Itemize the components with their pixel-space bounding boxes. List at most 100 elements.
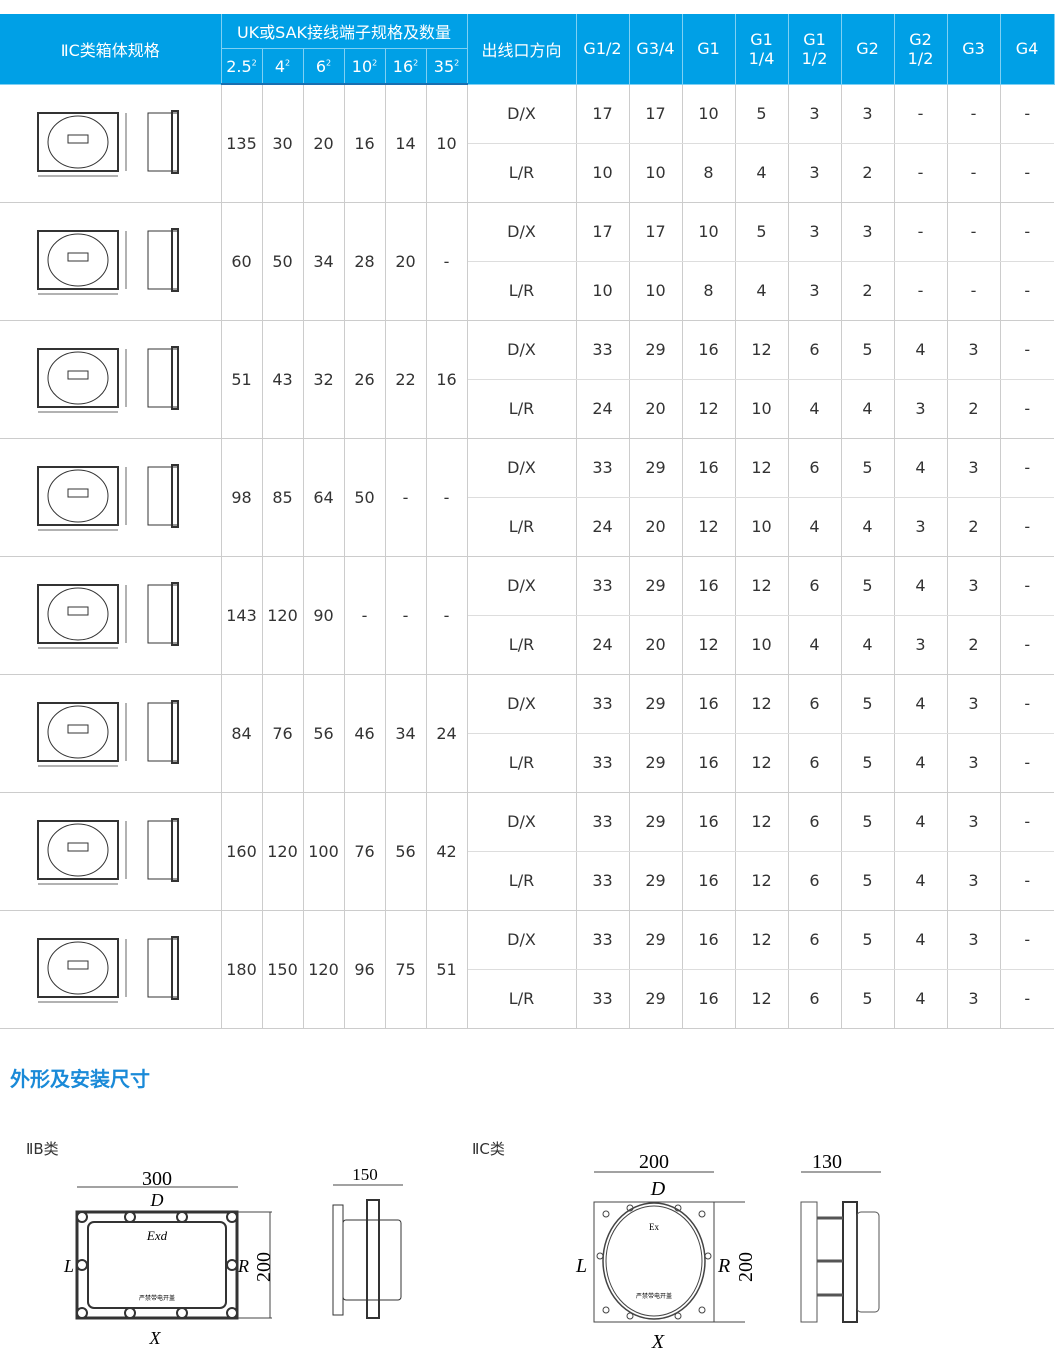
thread-count: 5 <box>841 910 895 970</box>
terminal-count: 26 <box>344 320 386 439</box>
superscript-2: 2 <box>413 58 419 68</box>
iic-mark: Ex <box>649 1222 659 1232</box>
thread-count: 4 <box>841 379 895 439</box>
header-thread: G3/4 <box>629 14 683 85</box>
thread-count: 4 <box>841 615 895 675</box>
iib-warning: 严禁带电开盖 <box>139 1294 175 1302</box>
terminal-count: 150 <box>262 910 304 1029</box>
thread-count: 3 <box>841 84 895 144</box>
thread-count: - <box>1000 143 1054 203</box>
terminal-count: 120 <box>262 792 304 911</box>
table-row: 51 43 32 26 22 16 D/X 33 29 16 12 6 5 4 3- <box>0 320 1054 439</box>
thread-count: - <box>1000 733 1054 793</box>
iic-depth: 130 <box>812 1151 842 1173</box>
thread-count: 10 <box>682 202 736 262</box>
thread-count: 10 <box>629 261 683 321</box>
thread-count: 16 <box>682 733 736 793</box>
table-row: 143 120 90- - - D/X 33 29 16 12 6 5 4 3- <box>0 556 1054 675</box>
direction-label: L/R <box>467 379 577 439</box>
thread-count: 4 <box>735 261 789 321</box>
thread-count: 16 <box>682 851 736 911</box>
terminal-count: 120 <box>303 910 345 1029</box>
terminal-count: 98 <box>221 438 263 557</box>
terminal-count: 16 <box>426 320 468 439</box>
box-thumbnail <box>0 202 222 321</box>
terminal-count: 20 <box>385 202 427 321</box>
thread-count: 12 <box>735 910 789 970</box>
thread-count: - <box>1000 851 1054 911</box>
thread-count: 6 <box>788 851 842 911</box>
terminal-count: - <box>426 438 468 557</box>
thread-count: 10 <box>576 261 630 321</box>
thread-count: 2 <box>947 497 1001 557</box>
thread-count: 3 <box>947 320 1001 380</box>
terminal-count: 60 <box>221 202 263 321</box>
thread-count: 12 <box>735 851 789 911</box>
thread-count: 17 <box>629 84 683 144</box>
thread-count: 16 <box>682 438 736 498</box>
section-title: 外形及安装尺寸 <box>10 1067 150 1091</box>
thread-count: 12 <box>682 615 736 675</box>
thread-count: 3 <box>947 792 1001 852</box>
thread-count: 33 <box>576 792 630 852</box>
direction-label: D/X <box>467 438 577 498</box>
header-thread: G2 <box>841 14 895 85</box>
terminal-count: 100 <box>303 792 345 911</box>
thread-count: - <box>1000 497 1054 557</box>
thread-count: 16 <box>682 320 736 380</box>
thread-count: 6 <box>788 733 842 793</box>
table-row: 60 50 34 28 20- D/X 17 17 10 5 3 3- - - <box>0 202 1054 321</box>
thread-count: 12 <box>735 792 789 852</box>
box-drawing-icon <box>37 582 180 649</box>
terminal-count: 43 <box>262 320 304 439</box>
spec-table: ⅡC类箱体规格 UK或SAK接线端子规格及数量 出线口方向 G1/2 G3/4 G1 G1 … <box>0 14 1055 1029</box>
size-label: 35 <box>433 56 455 76</box>
terminal-count: - <box>385 556 427 675</box>
header-thread: G1 <box>682 14 736 85</box>
thread-count: 3 <box>947 733 1001 793</box>
table-row: L/R 10 10 8 4 3 2- - - <box>0 261 1054 321</box>
thread-count: 10 <box>576 143 630 203</box>
superscript-2: 2 <box>372 58 378 68</box>
table-row: 180 150 120 96 75 51 D/X 33 29 16 12 6 5 4 3- <box>0 910 1054 1029</box>
thread-count: - <box>947 202 1001 262</box>
superscript-2: 2 <box>251 58 257 68</box>
thread-count: 12 <box>735 438 789 498</box>
terminal-count: 50 <box>344 438 386 557</box>
direction-label: D/X <box>467 792 577 852</box>
terminal-count: 30 <box>262 84 304 203</box>
thread-count: 3 <box>788 143 842 203</box>
header-thread: G2 1/2 <box>894 14 948 85</box>
size-label: 4 <box>274 56 286 76</box>
header-size: 42 <box>262 48 304 85</box>
thread-count: 10 <box>682 84 736 144</box>
thread-count: 5 <box>841 320 895 380</box>
thread-count: 5 <box>735 84 789 144</box>
thread-count: 12 <box>735 320 789 380</box>
direction-label: D/X <box>467 674 577 734</box>
table-row: 98 85 64 50- - D/X 33 29 16 12 6 5 4 3- <box>0 438 1054 557</box>
box-thumbnail <box>0 438 222 557</box>
direction-label: L/R <box>467 497 577 557</box>
thread-count: 16 <box>682 792 736 852</box>
thread-count: - <box>1000 202 1054 262</box>
table-row: L/R 33 29 16 12 6 5 4 3- <box>0 969 1054 1029</box>
thread-count: 33 <box>576 320 630 380</box>
thread-count: 12 <box>735 674 789 734</box>
thread-count: 4 <box>735 143 789 203</box>
thread-count: 29 <box>629 556 683 616</box>
thread-count: 4 <box>894 556 948 616</box>
thread-count: - <box>947 84 1001 144</box>
terminal-count: 84 <box>221 674 263 793</box>
thread-count: 12 <box>682 379 736 439</box>
thread-count: 6 <box>788 438 842 498</box>
superscript-2: 2 <box>454 58 460 68</box>
thread-count: 2 <box>841 261 895 321</box>
terminal-count: - <box>426 202 468 321</box>
terminal-count: 24 <box>426 674 468 793</box>
iic-width: 200 <box>639 1151 669 1173</box>
terminal-count: 51 <box>221 320 263 439</box>
iic-warning: 严禁带电开盖 <box>636 1292 672 1300</box>
box-thumbnail <box>0 674 222 793</box>
iib-side-drawing: 150 <box>332 1165 403 1319</box>
